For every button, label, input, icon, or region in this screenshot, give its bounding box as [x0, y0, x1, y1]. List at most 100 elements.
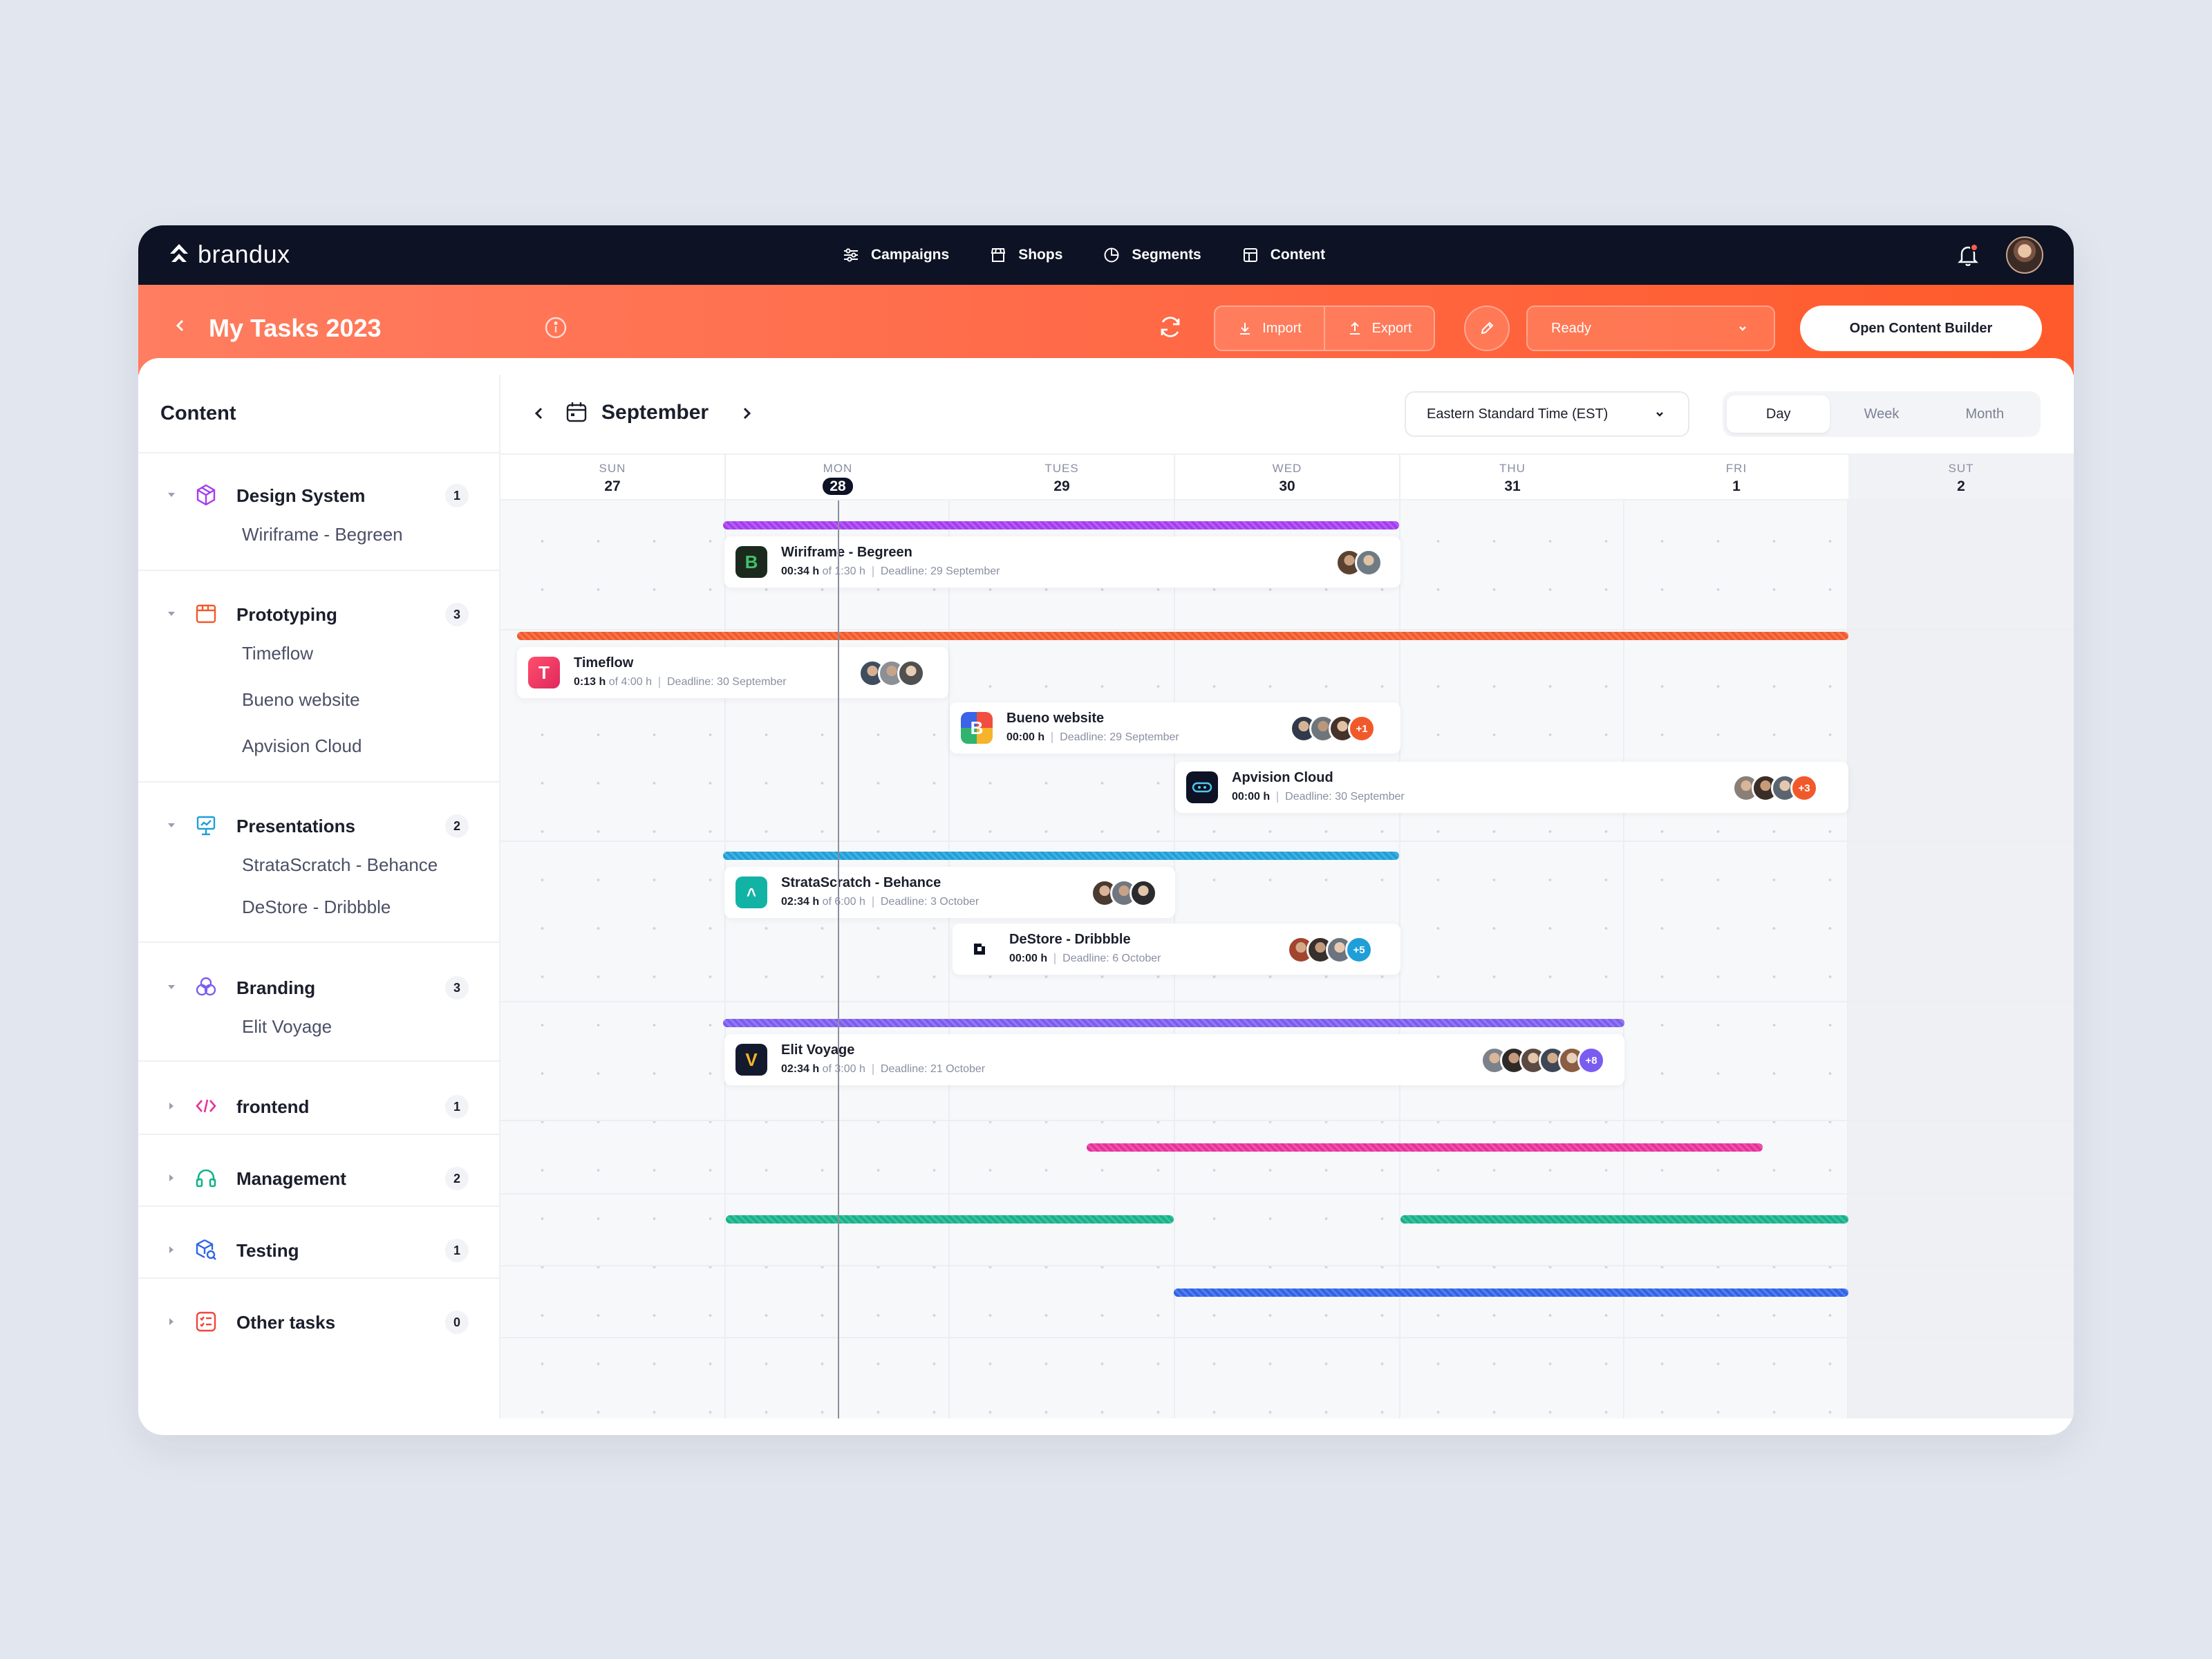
- task-meta: 00:00 h Deadline: 6 October: [1009, 953, 1161, 965]
- day-header-sun[interactable]: SUN 27: [500, 455, 724, 500]
- export-button[interactable]: Export: [1324, 307, 1434, 350]
- day-number: 31: [1504, 478, 1521, 494]
- group-count-badge: 1: [445, 484, 469, 507]
- day-header-sut[interactable]: SUT 2: [1848, 455, 2074, 500]
- view-day[interactable]: Day: [1727, 395, 1830, 433]
- day-column: [948, 455, 950, 1418]
- day-number: 2: [1957, 478, 1965, 494]
- branding-bar[interactable]: [723, 1019, 1624, 1027]
- brand-logo[interactable]: brandux: [169, 239, 290, 270]
- testing-bar[interactable]: [1174, 1288, 1848, 1297]
- group-presentations[interactable]: Presentations 2: [138, 809, 500, 843]
- deadline-label: Deadline:: [880, 1063, 928, 1075]
- presentations-bar[interactable]: [723, 852, 1399, 860]
- management-bar[interactable]: [1400, 1215, 1848, 1224]
- group-label: frontend: [236, 1096, 310, 1117]
- task-card-wiriframe[interactable]: B Wiriframe - Begreen 00:34 h of 1:30 h D…: [724, 536, 1400, 588]
- task-card-timeflow[interactable]: T Timeflow 0:13 h of 4:00 h Deadline: 30 …: [517, 647, 948, 698]
- prototyping-bar[interactable]: [517, 632, 1848, 640]
- day-header-fri[interactable]: FRI 1: [1624, 455, 1848, 500]
- edit-button[interactable]: [1464, 306, 1510, 351]
- day-header-tues[interactable]: TUES 29: [950, 455, 1174, 500]
- nav-shops[interactable]: Shops: [989, 246, 1062, 264]
- group-management[interactable]: Management 2: [138, 1161, 500, 1196]
- day-name: SUT: [1948, 462, 1974, 475]
- assignee-avatars[interactable]: [1335, 549, 1382, 577]
- caret-down-icon[interactable]: [165, 980, 178, 994]
- assignee-avatars[interactable]: [859, 659, 925, 687]
- user-avatar[interactable]: [2006, 236, 2043, 274]
- group-prototyping[interactable]: Prototyping 3: [138, 597, 500, 632]
- caret-down-icon[interactable]: [165, 607, 178, 621]
- sidebar-item-elit-voyage[interactable]: Elit Voyage: [242, 1016, 332, 1037]
- time-spent: 00:34 h: [781, 565, 820, 577]
- day-header-mon[interactable]: MON 28: [726, 455, 950, 500]
- page-title: My Tasks 2023: [209, 314, 382, 342]
- day-header-wed[interactable]: WED 30: [1175, 455, 1399, 500]
- task-card-elit-voyage[interactable]: V Elit Voyage 02:34 h of 3:00 h Deadline:…: [724, 1034, 1624, 1085]
- nav-content[interactable]: Content: [1241, 246, 1325, 264]
- chevron-right-icon[interactable]: [735, 402, 758, 424]
- sidebar-item-apvision[interactable]: Apvision Cloud: [242, 735, 362, 756]
- status-select[interactable]: Ready: [1526, 306, 1775, 351]
- assignee-avatars[interactable]: +5: [1287, 936, 1373, 964]
- group-branding[interactable]: Branding 3: [138, 971, 500, 1005]
- assignee-avatars[interactable]: +8: [1481, 1047, 1605, 1074]
- group-other-tasks[interactable]: Other tasks 0: [138, 1305, 500, 1340]
- task-meta: 00:34 h of 1:30 h Deadline: 29 September: [781, 565, 1000, 578]
- design-system-bar[interactable]: [723, 521, 1399, 529]
- caret-right-icon[interactable]: [165, 1171, 178, 1185]
- view-month[interactable]: Month: [1965, 406, 2005, 422]
- group-label: Branding: [236, 977, 316, 998]
- caret-right-icon[interactable]: [165, 1315, 178, 1329]
- management-bar[interactable]: [726, 1215, 1174, 1224]
- open-content-builder-button[interactable]: Open Content Builder: [1800, 306, 2042, 351]
- sidebar-item-timeflow[interactable]: Timeflow: [242, 643, 314, 664]
- assignee-avatars[interactable]: +1: [1290, 715, 1376, 742]
- time-spent: 02:34 h: [781, 1063, 820, 1075]
- group-count-badge: 3: [445, 603, 469, 626]
- chevron-left-icon[interactable]: [169, 314, 192, 337]
- sidebar-item-bueno[interactable]: Bueno website: [242, 689, 360, 710]
- checklist-icon: [196, 1311, 216, 1332]
- caret-right-icon[interactable]: [165, 1099, 178, 1113]
- task-card-bueno[interactable]: B Bueno website 00:00 h Deadline: 29 Sept…: [950, 702, 1400, 753]
- view-week[interactable]: Week: [1864, 406, 1900, 422]
- assignee-avatars[interactable]: +3: [1732, 774, 1818, 802]
- avatar: [1355, 549, 1382, 577]
- timezone-select[interactable]: Eastern Standard Time (EST): [1405, 391, 1689, 437]
- deadline-label: Deadline:: [666, 676, 714, 688]
- upload-icon: [1349, 321, 1360, 335]
- refresh-icon[interactable]: [1156, 312, 1185, 341]
- group-design-system[interactable]: Design System 1: [138, 478, 500, 513]
- day-header-thu[interactable]: THU 31: [1400, 455, 1624, 500]
- group-count-badge: 1: [445, 1239, 469, 1262]
- task-card-destore[interactable]: DeStore - Dribbble 00:00 h Deadline: 6 Oc…: [953, 924, 1400, 975]
- sidebar-item-destore[interactable]: DeStore - Dribbble: [242, 897, 391, 917]
- task-card-stratascratch[interactable]: StrataScratch - Behance 02:34 h of 6:00 …: [724, 867, 1175, 918]
- task-card-apvision[interactable]: Apvision Cloud 00:00 h Deadline: 30 Septe…: [1175, 762, 1848, 813]
- bell-icon[interactable]: [1953, 241, 1983, 270]
- sidebar-item-wiriframe[interactable]: Wiriframe - Begreen: [242, 524, 403, 545]
- nav-segments[interactable]: Segments: [1103, 246, 1201, 264]
- pencil-icon: [1481, 321, 1494, 335]
- deadline-label: Deadline:: [1060, 731, 1107, 743]
- assignee-avatars[interactable]: [1091, 879, 1157, 907]
- import-button[interactable]: Import: [1215, 307, 1324, 350]
- brand-name: brandux: [198, 240, 290, 268]
- group-frontend[interactable]: frontend 1: [138, 1089, 500, 1124]
- nav-campaigns[interactable]: Campaigns: [842, 246, 949, 264]
- deadline-date: 29 September: [1109, 731, 1179, 743]
- spark-icon: [747, 888, 756, 897]
- frontend-bar[interactable]: [1087, 1143, 1763, 1152]
- info-icon[interactable]: [543, 315, 568, 340]
- chevron-left-icon[interactable]: [528, 402, 550, 424]
- group-testing[interactable]: Testing 1: [138, 1233, 500, 1268]
- sidebar-item-stratascratch[interactable]: StrataScratch - Behance: [242, 854, 438, 875]
- caret-down-icon[interactable]: [165, 488, 178, 502]
- task-title: Elit Voyage: [781, 1042, 855, 1058]
- day-column: [1623, 455, 1624, 1418]
- caret-down-icon[interactable]: [165, 818, 178, 832]
- browser-icon: [196, 604, 216, 624]
- caret-right-icon[interactable]: [165, 1243, 178, 1257]
